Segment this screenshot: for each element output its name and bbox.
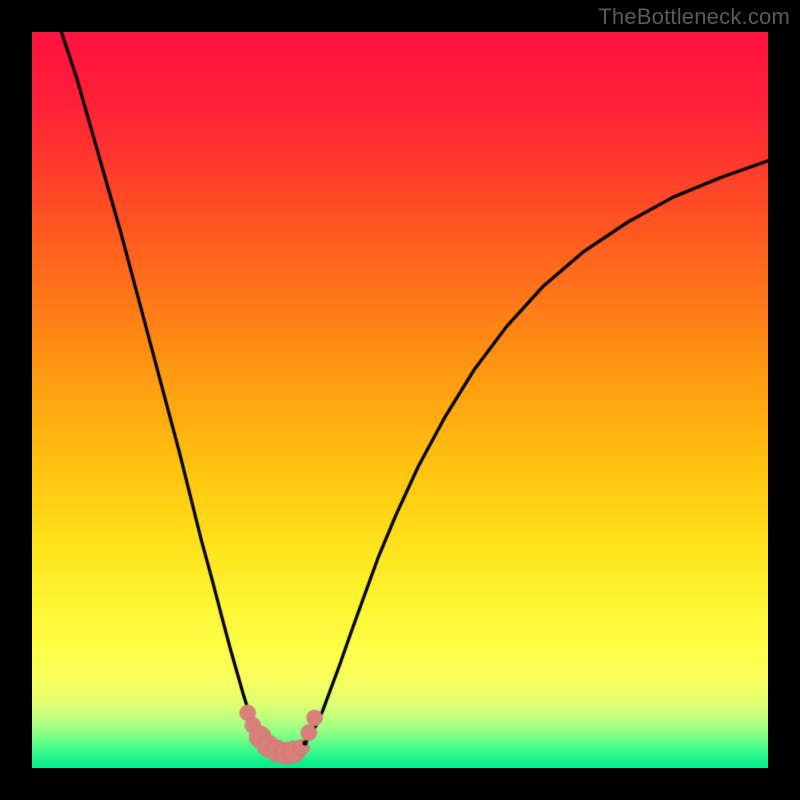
watermark-label: TheBottleneck.com bbox=[598, 4, 790, 30]
plot-frame bbox=[32, 32, 768, 768]
chart-root: TheBottleneck.com bbox=[0, 0, 800, 800]
plot-canvas bbox=[32, 32, 768, 768]
